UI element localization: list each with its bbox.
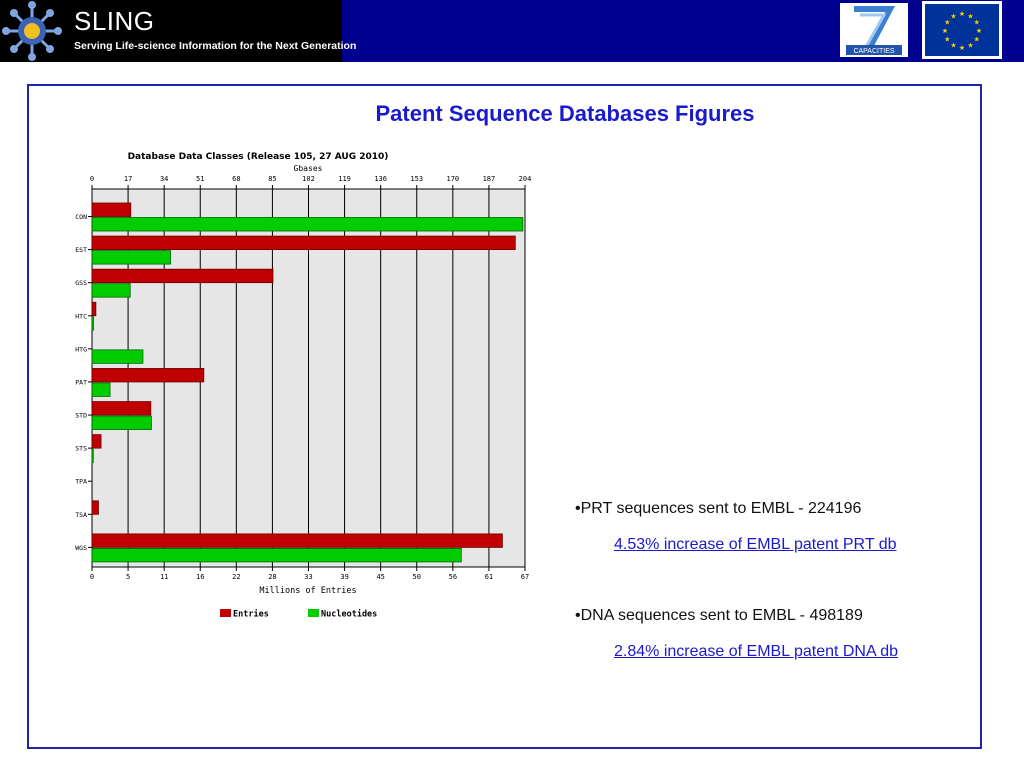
category-label: PAT [75, 378, 87, 386]
category-label: HTG [75, 345, 87, 353]
bullet-dna: •DNA sequences sent to EMBL - 498189 [575, 607, 863, 624]
top-tick-label: 17 [124, 175, 132, 183]
chart-legend: Entries Nucleotides [220, 609, 377, 620]
category-label: STS [75, 445, 87, 453]
top-tick-label: 170 [447, 175, 460, 183]
eu-flag: ★ ★ ★ ★ ★ ★ ★ ★ ★ ★ ★ ★ [922, 1, 1002, 59]
eu-star-icon: ★ [950, 42, 956, 50]
nucleotides-bar [91, 217, 524, 232]
eu-star-icon: ★ [944, 19, 950, 27]
top-tick-label: 187 [483, 175, 496, 183]
legend-swatch [308, 609, 319, 617]
link-dna-increase[interactable]: 2.84% increase of EMBL patent DNA db [614, 643, 899, 660]
eu-star-icon: ★ [967, 12, 973, 20]
eu-star-icon: ★ [950, 12, 956, 20]
database-classes-chart: Database Data Classes (Release 105, 27 A… [68, 145, 543, 625]
logo-title: SLING [74, 6, 155, 36]
nucleotides-bar [91, 448, 94, 464]
eu-star-icon: ★ [974, 36, 980, 44]
top-tick-label: 51 [196, 175, 204, 183]
legend-swatch [220, 609, 231, 617]
top-tick-label: 204 [519, 175, 532, 183]
eu-star-icon: ★ [974, 19, 980, 27]
link-prt-increase[interactable]: 4.53% increase of EMBL patent PRT db [614, 536, 897, 553]
entries-bar [91, 401, 152, 416]
legend-label: Nucleotides [321, 609, 377, 620]
category-label: HTC [75, 312, 87, 320]
bottom-tick-label: 33 [304, 573, 312, 581]
bottom-tick-label: 61 [485, 573, 493, 581]
eu-star-icon: ★ [967, 42, 973, 50]
entries-bar [91, 434, 102, 449]
entries-bar [91, 235, 516, 250]
top-tick-label: 153 [410, 175, 423, 183]
fp7-label: CAPACITIES [853, 48, 894, 55]
chart-title: Database Data Classes (Release 105, 27 A… [128, 152, 389, 162]
category-label: STD [75, 412, 87, 420]
category-label: TSA [75, 511, 87, 519]
sling-logo[interactable]: SLING Serving Life-science Information f… [0, 0, 356, 62]
top-tick-label: 85 [268, 175, 276, 183]
eu-star-icon: ★ [942, 27, 948, 35]
fp7-capacities-logo: CAPACITIES [840, 3, 908, 57]
fp7-seven-icon: CAPACITIES [846, 6, 902, 55]
category-label: TPA [75, 478, 87, 486]
nucleotides-bar [91, 283, 131, 298]
nucleotides-bar [91, 349, 144, 364]
bullet-prt: •PRT sequences sent to EMBL - 224196 [575, 500, 862, 517]
category-label: GSS [75, 279, 87, 287]
entries-bar [91, 533, 503, 548]
nucleotides-bar [91, 250, 171, 265]
top-axis-label: Gbases [294, 164, 323, 173]
bottom-tick-label: 45 [376, 573, 384, 581]
bottom-tick-label: 22 [232, 573, 240, 581]
bottom-tick-label: 50 [413, 573, 421, 581]
eu-star-icon: ★ [976, 27, 982, 35]
entries-bar [91, 268, 274, 284]
bottom-tick-label: 67 [521, 573, 529, 581]
slide-title: Patent Sequence Databases Figures [375, 101, 755, 126]
bottom-tick-label: 56 [449, 573, 457, 581]
nucleotides-bar [91, 548, 462, 563]
top-tick-label: 68 [232, 175, 240, 183]
category-label: WGS [75, 544, 87, 552]
bottom-tick-label: 0 [90, 573, 94, 581]
top-tick-label: 34 [160, 175, 168, 183]
logo-tagline: Serving Life-science Information for the… [74, 40, 357, 52]
nucleotides-bar [91, 382, 111, 397]
eu-stars-icon: ★ ★★★★★★★★★★★ [925, 4, 999, 56]
eu-star-icon: ★ [959, 10, 965, 18]
top-tick-label: 102 [302, 175, 315, 183]
bottom-tick-label: 5 [126, 573, 130, 581]
bottom-axis-label: Millions of Entries [259, 586, 356, 596]
bottom-tick-label: 28 [268, 573, 276, 581]
entries-bar [91, 368, 205, 383]
top-tick-label: 0 [90, 175, 94, 183]
top-tick-label: 136 [374, 175, 387, 183]
top-tick-label: 119 [338, 175, 351, 183]
bottom-tick-label: 39 [340, 573, 348, 581]
entries-bar [91, 500, 99, 515]
eu-star-icon: ★ [944, 36, 950, 44]
category-label: EST [75, 246, 87, 254]
header-bar: SLING Serving Life-science Information f… [0, 0, 1024, 62]
entries-bar [91, 202, 132, 217]
bottom-tick-label: 11 [160, 573, 168, 581]
bottom-tick-label: 16 [196, 573, 204, 581]
category-label: CON [75, 213, 87, 221]
entries-bar [91, 301, 97, 317]
slide-frame [27, 84, 982, 749]
legend-label: Entries [233, 609, 269, 620]
virus-icon [2, 1, 62, 61]
eu-star-icon: ★ [959, 44, 965, 52]
nucleotides-bar [91, 316, 94, 331]
nucleotides-bar [91, 415, 152, 430]
